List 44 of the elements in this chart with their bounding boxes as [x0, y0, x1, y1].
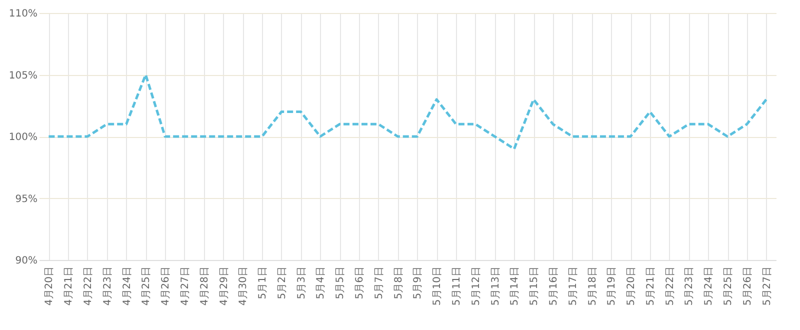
x-tick-label: 4月30日	[238, 266, 250, 306]
x-tick-label: 5月22日	[664, 266, 676, 306]
x-tick-label: 4月24日	[122, 266, 133, 306]
x-tick-label: 5月12日	[470, 266, 482, 306]
x-tick-label: 4月23日	[102, 266, 114, 306]
x-tick-label: 5月7日	[374, 266, 385, 300]
x-tick-label: 4月22日	[82, 266, 94, 306]
x-tick-label: 4月20日	[44, 266, 56, 306]
x-tick-label: 5月4日	[316, 266, 327, 300]
x-tick-label: 5月10日	[432, 266, 444, 306]
x-tick-label: 5月23日	[684, 266, 696, 306]
x-tick-label: 4月28日	[199, 266, 210, 306]
x-tick-label: 5月21日	[645, 266, 656, 306]
x-tick-label: 4月21日	[64, 266, 75, 306]
x-tick-label: 5月19日	[606, 266, 618, 306]
x-tick-label: 4月25日	[141, 266, 152, 306]
x-tick-label: 5月2日	[276, 266, 288, 300]
x-tick-label: 5月17日	[568, 266, 579, 306]
x-tick-label: 5月20日	[626, 266, 638, 306]
y-tick-label: 110%	[8, 8, 38, 20]
y-tick-label: 100%	[8, 132, 38, 143]
y-tick-label: 95%	[15, 194, 38, 205]
x-tick-label: 5月5日	[335, 266, 346, 300]
x-tick-label: 4月26日	[160, 266, 172, 306]
x-tick-label: 5月6日	[354, 266, 366, 300]
x-tick-label: 4月29日	[218, 266, 230, 306]
x-tick-label: 5月13日	[490, 266, 502, 306]
x-tick-label: 5月11日	[451, 266, 462, 306]
y-tick-label: 105%	[8, 70, 38, 82]
x-tick-label: 5月18日	[587, 266, 598, 306]
x-tick-label: 5月25日	[723, 266, 734, 306]
x-tick-label: 5月3日	[296, 266, 308, 300]
x-tick-label: 5月14日	[510, 266, 521, 306]
x-tick-label: 4月27日	[180, 266, 191, 306]
line-series	[47, 74, 768, 150]
x-tick-label: 5月9日	[412, 266, 424, 300]
x-tick-label: 5月16日	[548, 266, 560, 306]
x-tick-label: 5月8日	[393, 266, 404, 300]
x-tick-label: 5月1日	[258, 266, 269, 300]
x-tick-label: 5月15日	[529, 266, 540, 306]
x-tick-label: 5月24日	[704, 266, 715, 306]
y-tick-label: 90%	[15, 256, 38, 266]
x-tick-label: 5月27日	[762, 266, 773, 306]
x-tick-label: 5月26日	[742, 266, 754, 306]
